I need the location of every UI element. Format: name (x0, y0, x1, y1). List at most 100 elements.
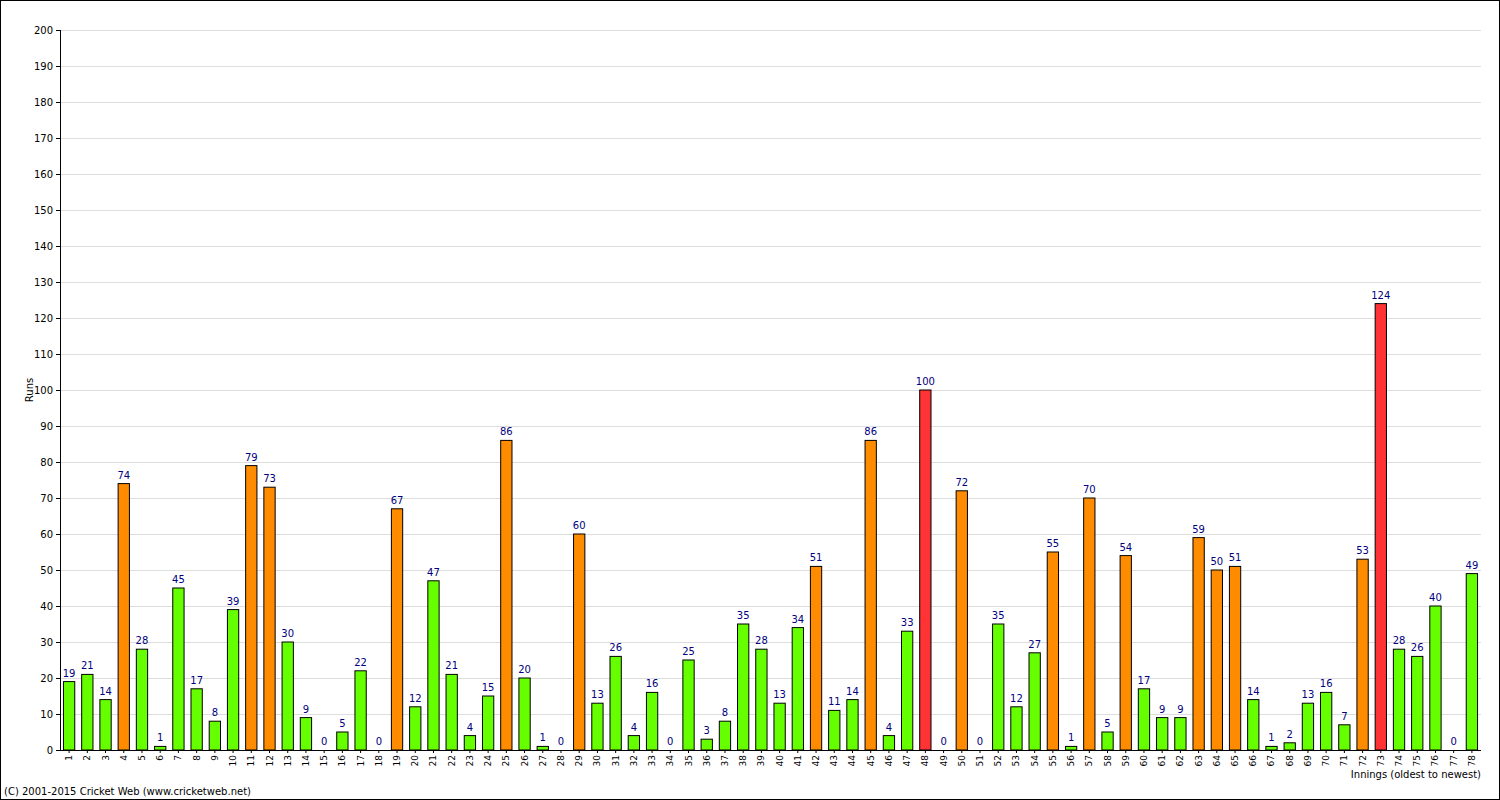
data-label: 86 (864, 426, 877, 437)
data-label: 13 (591, 689, 604, 700)
x-tick-label: 36 (702, 755, 712, 767)
data-label: 25 (682, 646, 695, 657)
bar (1302, 703, 1313, 750)
bar (82, 674, 93, 750)
bar (1448, 750, 1459, 751)
bar (792, 628, 803, 750)
data-label: 22 (354, 657, 367, 668)
y-tick-label: 110 (34, 349, 53, 360)
data-label: 17 (190, 675, 203, 686)
x-tick-label: 38 (738, 755, 748, 767)
bar (1430, 606, 1441, 750)
data-label: 1 (1068, 732, 1074, 743)
y-tick-label: 10 (40, 709, 53, 720)
x-tick-label: 2 (82, 755, 92, 761)
x-tick-label: 47 (902, 755, 912, 766)
y-tick-label: 80 (40, 457, 53, 468)
bar (100, 700, 111, 750)
background (1, 1, 1500, 800)
x-tick-label: 76 (1430, 755, 1440, 767)
x-tick (1417, 750, 1418, 753)
x-tick (797, 750, 798, 753)
y-tick-label: 60 (40, 529, 53, 540)
x-tick-label: 50 (957, 755, 967, 767)
data-label: 21 (445, 660, 458, 671)
x-tick (415, 750, 416, 753)
data-label: 0 (558, 736, 564, 747)
y-tick (56, 102, 60, 103)
x-tick-label: 19 (392, 755, 402, 767)
x-tick-label: 24 (483, 755, 493, 767)
data-label: 40 (1429, 592, 1442, 603)
grid-line (60, 246, 1481, 247)
bar (1138, 689, 1149, 750)
bar (355, 671, 366, 750)
y-tick (56, 570, 60, 571)
bar (1229, 566, 1240, 750)
data-label: 27 (1028, 639, 1041, 650)
y-tick-label: 50 (40, 565, 53, 576)
y-tick (56, 354, 60, 355)
x-tick-label: 71 (1339, 755, 1349, 766)
data-label: 26 (1411, 642, 1424, 653)
x-tick-label: 15 (319, 755, 329, 766)
bar (920, 390, 931, 750)
x-tick-label: 48 (920, 755, 930, 767)
bar (155, 746, 166, 750)
bar (1357, 559, 1368, 750)
bar (1248, 700, 1259, 750)
y-tick-label: 130 (34, 277, 53, 288)
data-label: 55 (1047, 538, 1060, 549)
x-tick (1289, 750, 1290, 753)
x-tick-label: 9 (210, 755, 220, 761)
x-tick-label: 51 (975, 755, 985, 766)
data-label: 49 (1466, 560, 1479, 571)
y-tick-label: 180 (34, 97, 53, 108)
x-tick-label: 55 (1048, 755, 1058, 766)
x-tick (1453, 750, 1454, 753)
bar (1102, 732, 1113, 750)
bar (665, 750, 676, 751)
x-tick (888, 750, 889, 753)
x-tick (360, 750, 361, 753)
x-tick (542, 750, 543, 753)
data-label: 59 (1192, 524, 1205, 535)
x-tick-label: 31 (611, 755, 621, 766)
data-label: 4 (631, 722, 637, 733)
x-tick-label: 62 (1175, 755, 1185, 766)
bar (738, 624, 749, 750)
x-tick-label: 33 (647, 755, 657, 766)
data-label: 1 (540, 732, 546, 743)
bar (410, 707, 421, 750)
data-label: 9 (1177, 704, 1183, 715)
y-axis (60, 30, 61, 750)
data-label: 26 (609, 642, 622, 653)
bar (428, 581, 439, 750)
grid (56, 31, 1481, 751)
y-tick (56, 390, 60, 391)
x-tick (1362, 750, 1363, 753)
x-tick (1326, 750, 1327, 753)
x-tick-label: 1 (64, 755, 74, 761)
y-tick-label: 70 (40, 493, 53, 504)
grid-line (60, 318, 1481, 319)
bar (883, 736, 894, 750)
y-tick-label: 120 (34, 313, 53, 324)
y-tick (56, 66, 60, 67)
x-tick (652, 750, 653, 753)
x-tick-label: 61 (1157, 755, 1167, 766)
x-tick (925, 750, 926, 753)
data-label: 2 (1287, 729, 1293, 740)
bar (1011, 707, 1022, 750)
bar (1375, 304, 1386, 750)
bar (482, 696, 493, 750)
data-label: 1 (1268, 732, 1274, 743)
x-tick (761, 750, 762, 753)
x-tick (870, 750, 871, 753)
x-tick-label: 27 (538, 755, 548, 766)
bar (209, 721, 220, 750)
bar (1084, 498, 1095, 750)
data-label: 30 (281, 628, 294, 639)
x-tick (69, 750, 70, 753)
y-tick-label: 190 (34, 61, 53, 72)
